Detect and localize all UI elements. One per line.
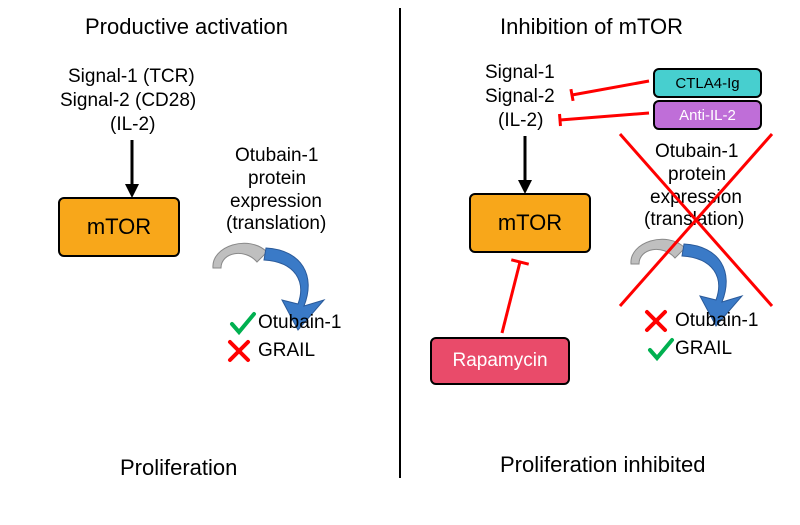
left-otu-l1: Otubain-1 xyxy=(235,145,318,167)
right-title: Inhibition of mTOR xyxy=(500,14,683,40)
label-left-cross-grail: GRAIL xyxy=(258,340,315,362)
antiil2-box: Anti-IL-2 xyxy=(653,100,762,130)
right-signal2: Signal-2 xyxy=(485,86,555,108)
divider-line xyxy=(398,8,402,480)
inhibit-il2 xyxy=(546,99,663,134)
right-arrow-to-mtor xyxy=(515,136,535,200)
left-mtor-box: mTOR xyxy=(58,197,180,257)
left-check-otubain xyxy=(230,312,256,336)
label-left-check-otubain: Otubain-1 xyxy=(258,312,341,334)
left-otu-l3: expression xyxy=(230,191,322,213)
right-cross-otubain xyxy=(645,310,667,332)
left-arrow-to-mtor xyxy=(122,140,142,204)
inhibit-mtor xyxy=(488,248,534,347)
left-otu-l4: (translation) xyxy=(226,213,326,235)
left-outcome: Proliferation xyxy=(120,455,237,481)
label-right-check-grail: GRAIL xyxy=(675,338,732,360)
right-mtor-box: mTOR xyxy=(469,193,591,253)
ctla4ig-box: CTLA4-Ig xyxy=(653,68,762,98)
right-check-grail xyxy=(648,338,674,362)
left-otu-l2: protein xyxy=(248,168,306,190)
right-otu-strike xyxy=(616,130,776,310)
right-signal3: (IL-2) xyxy=(498,110,543,132)
left-signal1: Signal-1 (TCR) xyxy=(68,66,195,88)
left-signal3: (IL-2) xyxy=(110,114,155,136)
label-right-cross-otubain: Otubain-1 xyxy=(675,310,758,332)
left-title: Productive activation xyxy=(85,14,288,40)
right-signal1: Signal-1 xyxy=(485,62,555,84)
left-cross-grail xyxy=(228,340,250,362)
right-outcome: Proliferation inhibited xyxy=(500,452,705,478)
left-signal2: Signal-2 (CD28) xyxy=(60,90,196,112)
